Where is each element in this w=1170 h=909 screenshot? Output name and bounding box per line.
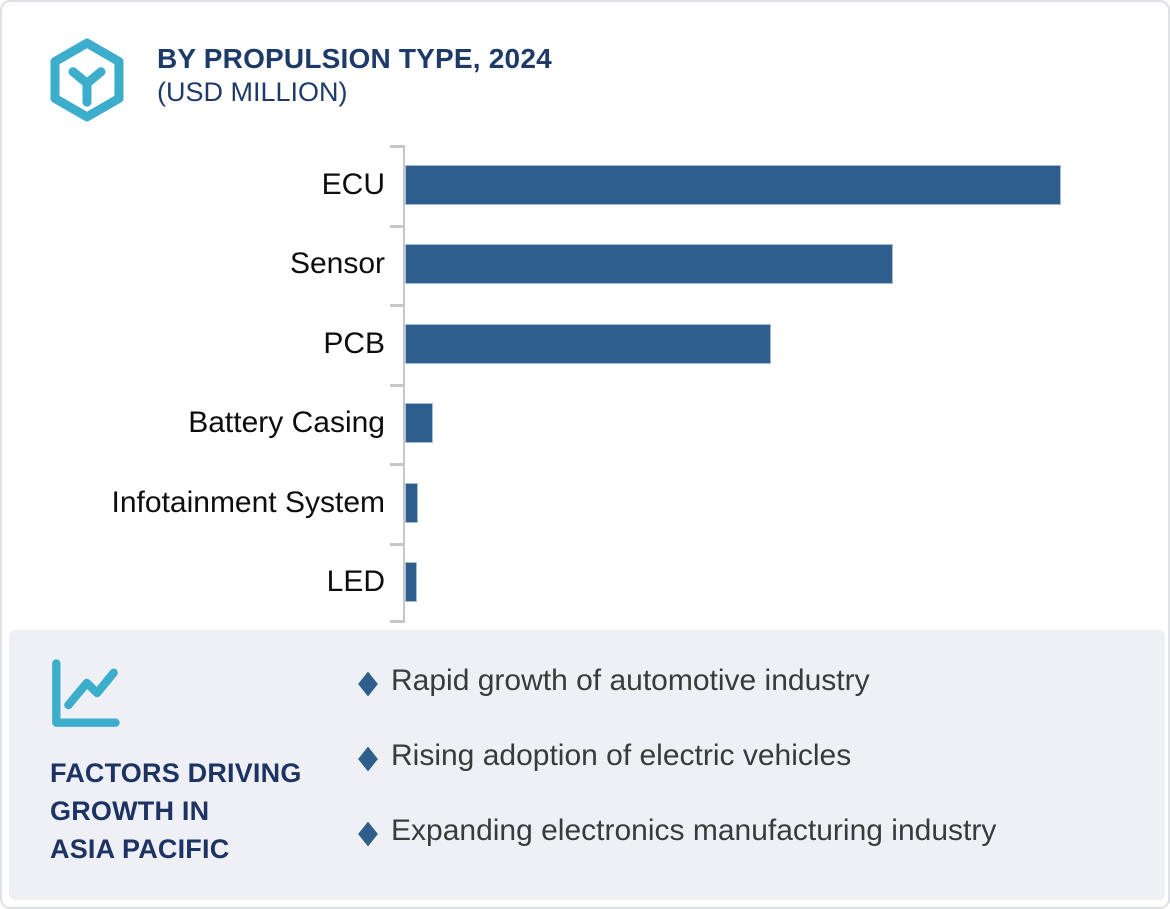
axis-ticks xyxy=(2,145,1170,623)
bar-row: Battery Casing xyxy=(2,384,1170,464)
axis-tick xyxy=(390,620,404,623)
factors-bullet-list: ◆ Rapid growth of automotive industry ◆ … xyxy=(358,664,996,889)
axis-tick xyxy=(390,542,404,546)
bar-row: LED xyxy=(2,543,1170,623)
category-label: LED xyxy=(326,565,385,599)
axis-tick xyxy=(390,145,404,148)
bar-row: Sensor xyxy=(2,225,1170,305)
bar xyxy=(405,562,417,603)
hexagon-y-logo-icon xyxy=(50,38,124,122)
factor-text: Expanding electronics manufacturing indu… xyxy=(391,814,997,847)
category-label: Battery Casing xyxy=(188,406,385,440)
factor-item: ◆ Expanding electronics manufacturing in… xyxy=(358,814,996,848)
axis-tick xyxy=(390,383,404,387)
category-label: Sensor xyxy=(289,247,385,281)
chart-subtitle: (USD MILLION) xyxy=(157,77,348,107)
category-label: Infotainment System xyxy=(111,485,385,519)
factor-item: ◆ Rising adoption of electric vehicles xyxy=(358,739,996,773)
bar-row: PCB xyxy=(2,304,1170,384)
axis-tick xyxy=(390,304,404,307)
factors-panel xyxy=(9,630,1165,900)
bar xyxy=(405,164,1061,205)
factor-text: Rapid growth of automotive industry xyxy=(391,664,870,697)
factor-text: Rising adoption of electric vehicles xyxy=(391,739,852,772)
bar xyxy=(405,244,893,285)
bar xyxy=(405,403,433,444)
category-label: ECU xyxy=(321,167,385,201)
factor-item: ◆ Rapid growth of automotive industry xyxy=(358,664,996,698)
factors-heading: FACTORS DRIVING GROWTH IN ASIA PACIFIC xyxy=(50,758,302,864)
bar-chart: ECU Sensor PCB Battery Casing Infotainme… xyxy=(2,145,1170,623)
category-label: PCB xyxy=(323,326,385,360)
axis-tick xyxy=(390,224,404,228)
bar-row: Infotainment System xyxy=(2,463,1170,543)
chart-title-block: BY PROPULSION TYPE, 2024 (USD MILLION) xyxy=(157,42,552,108)
y-axis-line xyxy=(403,145,405,623)
line-chart-icon xyxy=(52,659,120,727)
diamond-bullet-icon: ◆ xyxy=(358,737,378,775)
axis-tick xyxy=(390,463,404,466)
bar-row: ECU xyxy=(2,145,1170,225)
bar xyxy=(405,482,418,523)
diamond-bullet-icon: ◆ xyxy=(358,812,378,850)
chart-title: BY PROPULSION TYPE, 2024 xyxy=(157,43,552,74)
bar xyxy=(405,323,771,364)
diamond-bullet-icon: ◆ xyxy=(358,662,378,700)
